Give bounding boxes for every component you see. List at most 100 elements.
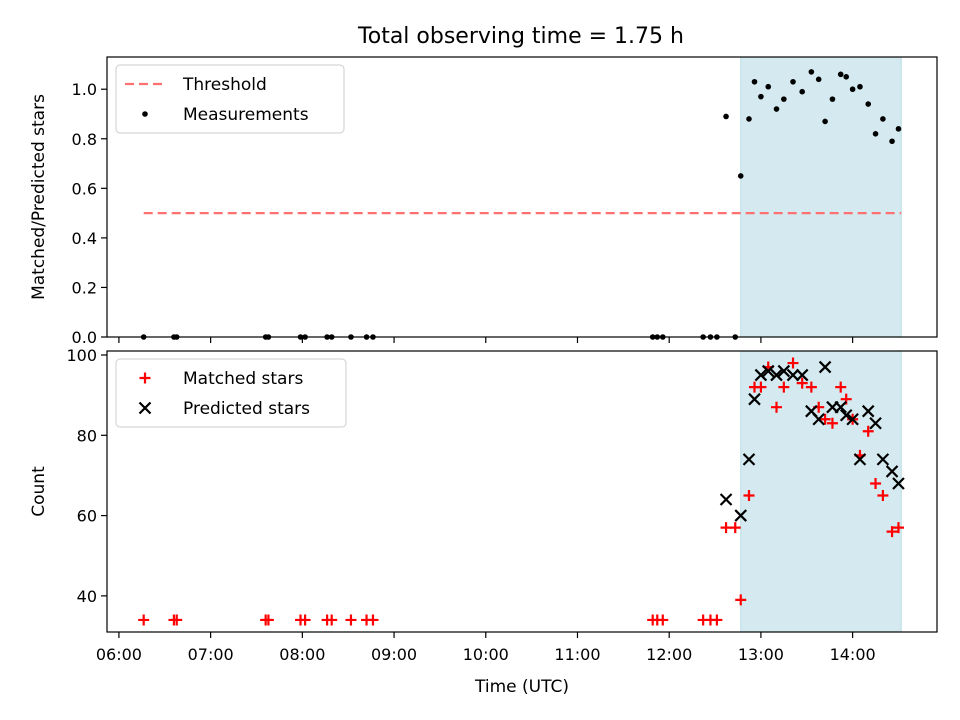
measurement-point — [857, 83, 863, 90]
matched-star-point — [771, 401, 783, 413]
y-tick-label: 0.2 — [72, 278, 97, 297]
matched-star-point — [171, 614, 183, 626]
predicted-star-point — [734, 509, 748, 522]
matched-star-point — [862, 425, 874, 437]
matched-star-point — [326, 614, 338, 626]
predicted-star-point — [719, 493, 733, 506]
measurement-point — [865, 101, 872, 107]
matched-star-point — [367, 614, 379, 626]
measurement-point — [723, 113, 729, 120]
y-tick-label: 80 — [77, 426, 97, 445]
y-tick-label: 0.8 — [72, 130, 97, 149]
measurement-point — [808, 69, 815, 75]
measurement-point — [758, 93, 764, 100]
measurement-point — [829, 96, 836, 102]
legend-label: Predicted stars — [183, 399, 310, 419]
predicted-star-point — [892, 477, 905, 490]
x-tick-label: 08:00 — [279, 645, 325, 664]
predicted-star-point — [876, 453, 890, 466]
matched-star-point — [796, 377, 808, 389]
shaded-span — [740, 56, 902, 338]
predicted-star-point — [812, 412, 825, 426]
predicted-star-point — [818, 360, 832, 374]
top-panel: 0.0 0.2 0.4 0.6 0.8 1.0 Matched/Predicted star… — [29, 56, 938, 347]
axes-frame — [106, 56, 938, 338]
x-tick-label: 11:00 — [554, 645, 600, 664]
predicted-star-point — [839, 408, 853, 422]
x-tick-label: 06:00 — [96, 645, 142, 664]
matched-star-point — [729, 522, 741, 534]
matched-star-point — [886, 526, 898, 538]
matched-star-point — [819, 413, 831, 425]
shaded-span — [740, 350, 902, 633]
measurement-point — [880, 116, 886, 122]
legend-box — [115, 64, 345, 134]
measurement-point — [781, 96, 787, 102]
legend-swatch-predicted — [138, 401, 152, 415]
x-tick-label: 10:00 — [463, 645, 509, 664]
matched-star-point — [755, 381, 767, 393]
measurement-point — [799, 88, 805, 95]
predicted-star-point — [869, 416, 882, 430]
x-tick-label: 09:00 — [371, 645, 417, 664]
series-matched-stars — [138, 357, 904, 626]
x-tick-label: 12:00 — [646, 645, 692, 664]
matched-star-point — [711, 614, 723, 626]
y-tick-label: 0.6 — [72, 179, 97, 198]
measurement-point — [843, 74, 850, 80]
x-tick-label: 14:00 — [830, 645, 876, 664]
matched-star-point — [892, 522, 904, 534]
measurement-point — [751, 78, 758, 85]
predicted-star-point — [777, 364, 791, 378]
matched-star-point — [299, 614, 311, 626]
measurement-point — [889, 138, 895, 145]
predicted-star-point — [742, 453, 756, 466]
predicted-star-point — [853, 453, 867, 466]
legend-box — [115, 358, 347, 428]
matched-star-point — [345, 614, 357, 626]
y-axis-label: Count — [29, 466, 49, 517]
measurement-point — [822, 118, 828, 125]
matched-star-point — [778, 381, 790, 393]
matched-star-point — [835, 381, 847, 393]
legend: Threshold Measurements — [115, 64, 345, 134]
matched-star-point — [870, 477, 882, 489]
measurement-point — [790, 78, 796, 85]
predicted-star-point — [761, 364, 775, 378]
figure-title: Total observing time = 1.75 h — [357, 24, 684, 49]
y-tick-label: 60 — [77, 507, 97, 526]
predicted-star-point — [770, 368, 783, 382]
x-tick-label: 07:00 — [188, 645, 234, 664]
predicted-star-point — [795, 368, 809, 382]
predicted-star-point — [754, 368, 768, 382]
series-predicted-stars — [719, 360, 905, 522]
y-tick-label: 40 — [77, 587, 97, 606]
predicted-star-point — [748, 392, 761, 406]
y-tick-label: 100 — [66, 346, 97, 365]
matched-star-point — [743, 490, 755, 502]
measurement-point — [737, 173, 744, 179]
matched-star-point — [138, 614, 150, 626]
bottom-panel: 40 60 80 100 06:00 07:00 08:00 09:00 10:00 11:00 1… — [29, 346, 938, 697]
x-tick-label: 13:00 — [738, 645, 784, 664]
matched-star-point — [787, 357, 799, 369]
measurement-point — [773, 106, 780, 112]
measurement-point — [895, 126, 902, 132]
matched-star-point — [720, 522, 732, 534]
legend: Matched stars Predicted stars — [115, 358, 347, 428]
x-axis-label: Time (UTC) — [474, 677, 569, 697]
matched-star-point — [735, 594, 747, 606]
measurement-point — [837, 71, 844, 78]
matched-star-point — [877, 490, 889, 502]
matched-star-point — [805, 381, 817, 393]
matched-star-point — [262, 614, 274, 626]
predicted-star-point — [861, 404, 875, 418]
measurement-point — [815, 76, 822, 83]
predicted-star-point — [846, 412, 859, 426]
legend-label: Matched stars — [183, 369, 303, 389]
predicted-star-point — [834, 400, 847, 414]
predicted-star-point — [885, 465, 899, 478]
legend-swatch-measurements — [142, 111, 148, 117]
y-tick-label: 0.4 — [72, 229, 97, 248]
